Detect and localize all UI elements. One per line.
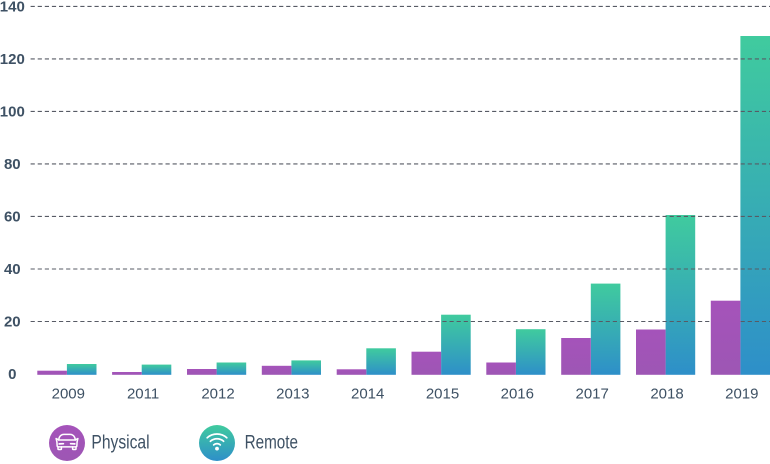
svg-text:2017: 2017 bbox=[576, 385, 609, 402]
svg-text:2013: 2013 bbox=[276, 385, 309, 402]
svg-text:2019: 2019 bbox=[725, 385, 758, 402]
svg-text:2016: 2016 bbox=[501, 385, 534, 402]
svg-text:80: 80 bbox=[4, 156, 21, 173]
svg-text:60: 60 bbox=[4, 209, 21, 226]
svg-text:100: 100 bbox=[0, 104, 25, 121]
svg-text:40: 40 bbox=[4, 261, 21, 278]
svg-text:2015: 2015 bbox=[426, 385, 459, 402]
svg-text:2009: 2009 bbox=[52, 385, 85, 402]
svg-text:Physical: Physical bbox=[91, 432, 149, 453]
svg-text:20: 20 bbox=[4, 314, 21, 331]
svg-text:140: 140 bbox=[0, 0, 25, 16]
svg-text:2014: 2014 bbox=[351, 385, 384, 402]
svg-text:120: 120 bbox=[0, 51, 25, 68]
svg-text:2012: 2012 bbox=[201, 385, 234, 402]
svg-text:Remote: Remote bbox=[245, 432, 298, 453]
svg-text:0: 0 bbox=[8, 366, 16, 383]
svg-text:2011: 2011 bbox=[127, 385, 159, 402]
svg-text:2018: 2018 bbox=[650, 385, 683, 402]
